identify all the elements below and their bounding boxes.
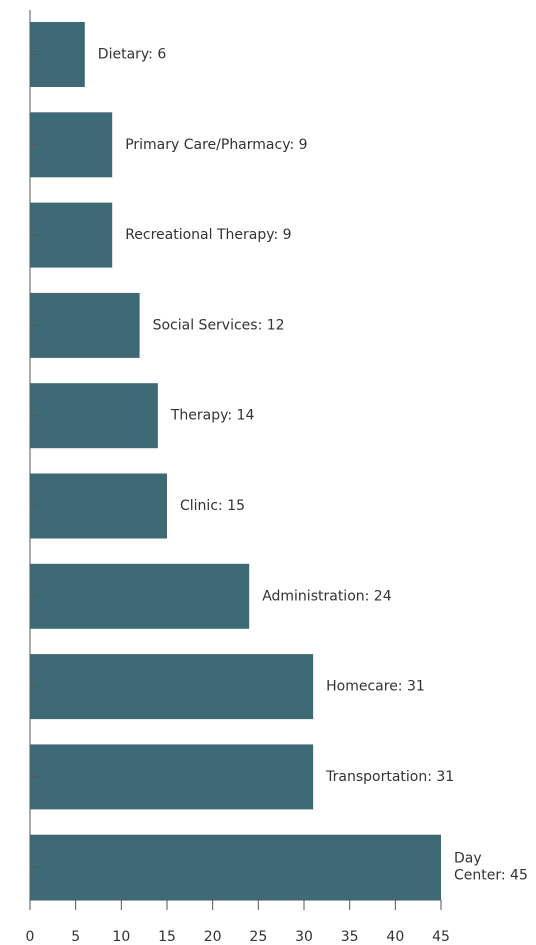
x-tick-label: 45	[432, 929, 450, 945]
value-label: Social Services: 12	[153, 317, 285, 333]
x-tick-label: 5	[71, 929, 80, 945]
x-tick-label: 30	[295, 929, 313, 945]
value-label: Primary Care/Pharmacy: 9	[125, 137, 307, 153]
bar	[30, 202, 113, 268]
value-label: Transportation: 31	[325, 769, 454, 785]
x-tick-label: 20	[204, 929, 222, 945]
value-label: Dietary: 6	[98, 47, 167, 63]
value-label: Recreational Therapy: 9	[125, 227, 291, 243]
value-label: Administration: 24	[262, 588, 392, 604]
value-label: Homecare: 31	[326, 679, 425, 695]
bar	[30, 383, 158, 449]
bar	[30, 112, 113, 178]
bar	[30, 744, 314, 810]
bar	[30, 22, 85, 87]
value-label: Therapy: 14	[170, 408, 255, 424]
x-tick-label: 10	[112, 929, 130, 945]
bar	[30, 563, 250, 629]
x-tick-label: 25	[249, 929, 267, 945]
value-label: Clinic: 15	[180, 498, 245, 514]
x-tick-label: 0	[26, 929, 35, 945]
bar	[30, 654, 314, 720]
value-label: Day Center: 45	[454, 851, 528, 884]
x-tick-label: 35	[341, 929, 359, 945]
bar	[30, 834, 441, 900]
bar	[30, 292, 140, 358]
bar	[30, 473, 167, 539]
x-tick-label: 40	[386, 929, 404, 945]
x-tick-label: 15	[158, 929, 176, 945]
